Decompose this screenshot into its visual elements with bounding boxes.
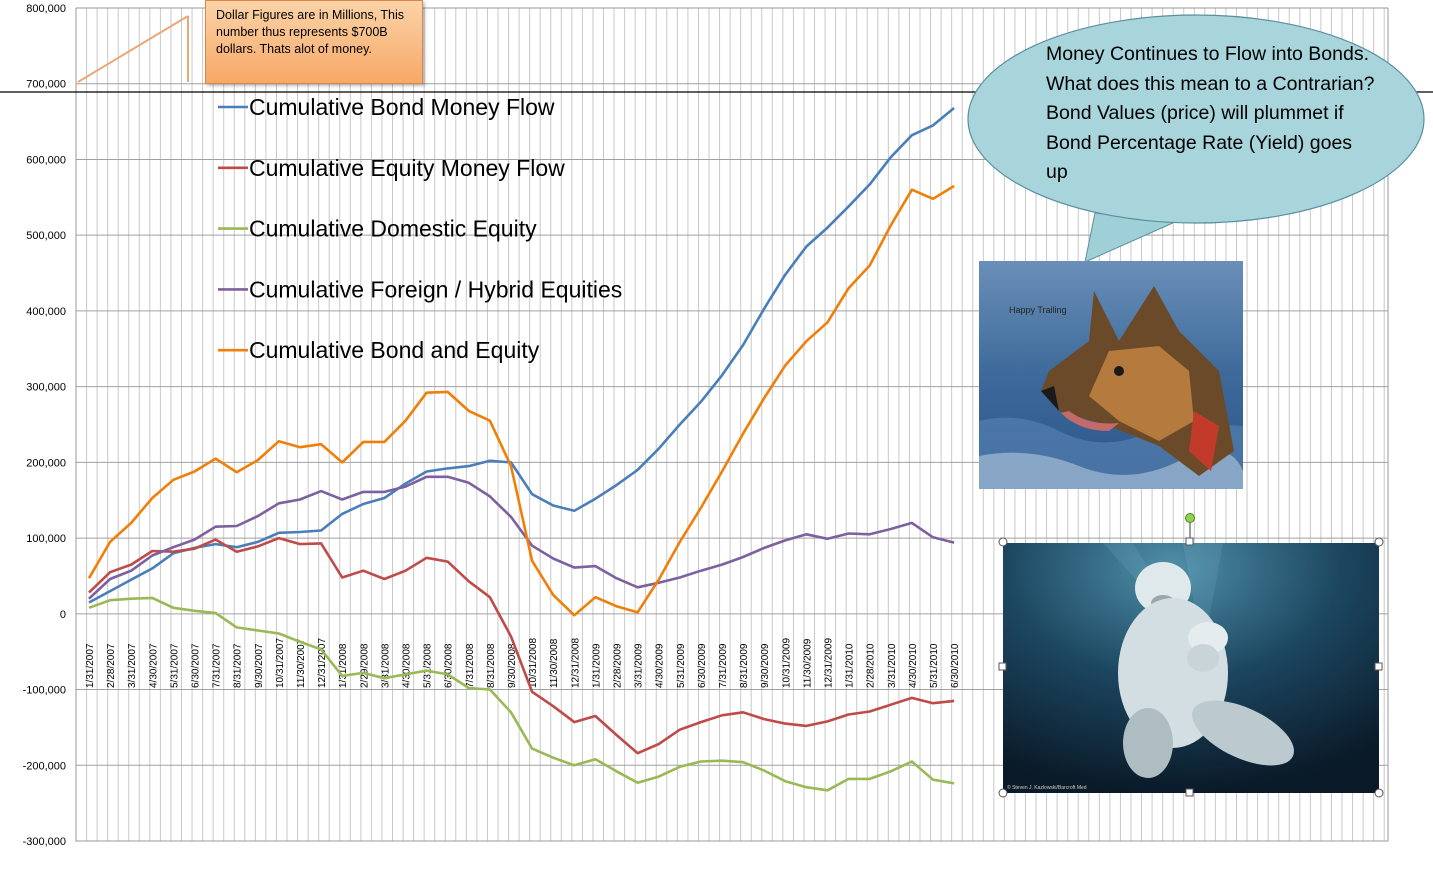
x-tick-label: 10/31/2007 (275, 638, 286, 688)
legend-label: Cumulative Equity Money Flow (249, 155, 565, 181)
y-tick-label: 800,000 (26, 3, 66, 15)
x-tick-label: 10/31/2009 (781, 638, 792, 688)
x-tick-label: 1/31/2007 (85, 643, 96, 688)
bubble-text: Money Continues to Flow into Bonds. What… (1046, 43, 1375, 183)
x-tick-label: 6/30/2009 (697, 643, 708, 688)
x-tick-label: 3/31/2008 (380, 643, 391, 688)
note-arrow (77, 15, 189, 83)
x-tick-label: 8/31/2008 (486, 643, 497, 688)
x-axis: 1/31/2007 2/28/2007 3/31/2007 4/30/2007 5/31… (85, 638, 961, 688)
y-tick-label: 600,000 (26, 154, 66, 166)
series-line (88, 596, 955, 792)
x-tick-label: 9/30/2009 (760, 643, 771, 688)
x-tick-label: 9/30/2008 (507, 643, 518, 688)
x-tick-label: 10/31/2008 (528, 638, 539, 688)
y-tick-label: 200,000 (26, 457, 66, 469)
series-line (88, 475, 955, 600)
x-tick-label: 12/31/2007 (317, 638, 328, 688)
x-tick-label: 11/30/2009 (802, 638, 813, 688)
x-tick-label: 4/30/2008 (402, 643, 413, 688)
x-tick-label: 5/31/2007 (169, 643, 180, 688)
series-line (87, 184, 955, 617)
x-tick-label: 8/31/2009 (739, 643, 750, 688)
y-tick-label: 300,000 (26, 382, 66, 394)
x-tick-label: 4/30/2010 (908, 643, 919, 688)
x-tick-label: 1/31/2010 (845, 643, 856, 688)
series-line (88, 536, 955, 755)
x-tick-label: 11/30/2008 (549, 638, 560, 688)
x-tick-label: 2/28/2010 (866, 643, 877, 688)
legend-label: Cumulative Domestic Equity (249, 216, 537, 242)
x-tick-label: 1/31/2009 (591, 643, 602, 688)
x-tick-label: 5/31/2010 (929, 643, 940, 688)
speech-bubble (967, 14, 1425, 263)
x-tick-label: 5/31/2009 (676, 643, 687, 688)
x-tick-label: 11/30/2007 (296, 638, 307, 688)
x-tick-label: 2/28/2009 (613, 643, 624, 688)
dog-caption: Happy Trailing (1009, 305, 1067, 315)
plot-border (75, 7, 1389, 842)
x-tick-label: 7/31/2009 (718, 643, 729, 688)
legend-label: Cumulative Foreign / Hybrid Equities (249, 276, 622, 302)
x-tick-label: 2/29/2008 (359, 643, 370, 688)
y-tick-label: 500,000 (26, 230, 66, 242)
x-tick-label: 3/31/2010 (887, 643, 898, 688)
y-tick-label: -300,000 (23, 836, 66, 848)
x-tick-label: 6/30/2008 (444, 643, 455, 688)
x-tick-label: 7/31/2008 (465, 643, 476, 688)
x-tick-label: 7/31/2007 (212, 643, 223, 688)
y-tick-label: -100,000 (23, 685, 66, 697)
annotation-note: Dollar Figures are in Millions, This num… (205, 0, 423, 84)
dog-photo: Happy Trailing (979, 261, 1243, 489)
bear-credit: © Steven J. Kazlowski/Barcroft Med (1007, 784, 1087, 791)
x-tick-label: 12/31/2008 (570, 638, 581, 688)
x-tick-label: 6/30/2010 (950, 643, 961, 688)
y-tick-label: 400,000 (26, 306, 66, 318)
x-tick-label: 12/31/2009 (824, 638, 835, 688)
x-tick-label: 4/30/2007 (148, 643, 159, 688)
x-tick-label: 9/30/2007 (254, 643, 265, 688)
x-tick-label: 8/31/2007 (233, 643, 244, 688)
x-tick-label: 1/31/2008 (338, 643, 349, 688)
legend-label: Cumulative Bond Money Flow (249, 94, 555, 120)
chart-series (87, 106, 955, 792)
x-tick-label: 3/31/2007 (127, 643, 138, 688)
y-axis: -300,000 -200,000 -100,000 0 100,000 200,000 3… (23, 3, 66, 848)
x-tick-label: 2/28/2007 (106, 643, 117, 688)
legend-label: Cumulative Bond and Equity (249, 337, 540, 363)
polar-bear-photo: © Steven J. Kazlowski/Barcroft Med (1003, 543, 1379, 793)
x-tick-label: 4/30/2009 (655, 643, 666, 688)
x-tick-label: 6/30/2007 (191, 643, 202, 688)
y-tick-label: -200,000 (23, 760, 66, 772)
x-tick-label: 5/31/2008 (423, 643, 434, 688)
y-tick-label: 700,000 (26, 79, 66, 91)
chart-legend: Cumulative Bond Money Flow Cumulative Equ… (218, 94, 622, 363)
y-tick-label: 100,000 (26, 533, 66, 545)
series-line (88, 106, 955, 604)
x-tick-label: 3/31/2009 (634, 643, 645, 688)
y-tick-label: 0 (60, 609, 66, 621)
